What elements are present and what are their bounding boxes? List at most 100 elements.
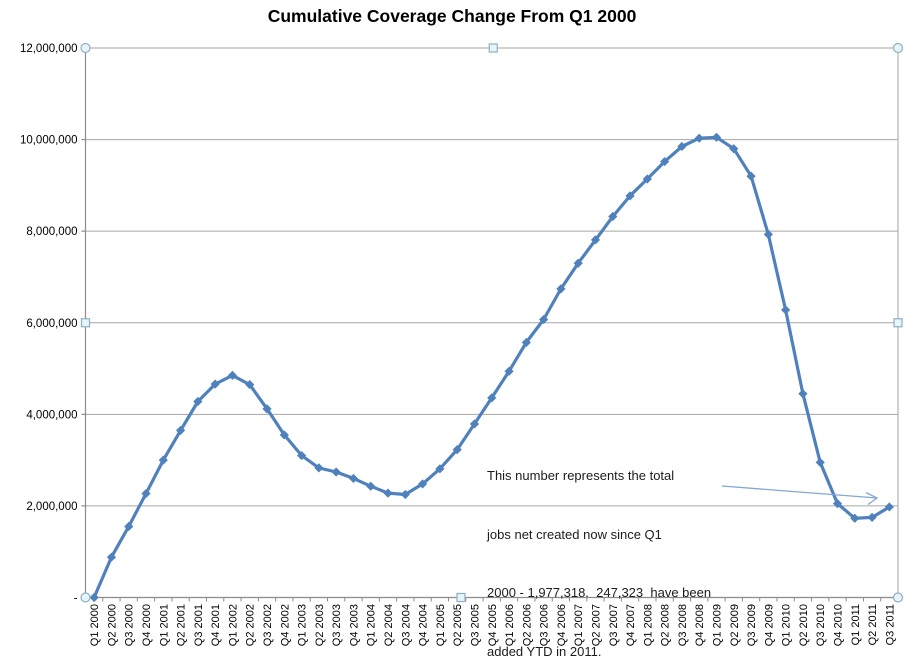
x-axis-label: Q2 2002 bbox=[245, 604, 257, 646]
resize-handle-edge[interactable] bbox=[488, 43, 498, 53]
data-point[interactable] bbox=[711, 132, 722, 142]
data-point[interactable] bbox=[314, 463, 324, 473]
y-axis-label: - bbox=[74, 593, 78, 605]
data-point[interactable] bbox=[469, 419, 480, 429]
data-point[interactable] bbox=[452, 444, 462, 455]
data-point[interactable] bbox=[590, 235, 601, 245]
x-axis-label: Q1 2003 bbox=[297, 604, 309, 646]
x-axis-label: Q2 2008 bbox=[660, 604, 672, 646]
resize-handle-corner[interactable] bbox=[892, 592, 904, 603]
x-axis-label: Q3 2002 bbox=[262, 604, 274, 646]
data-point[interactable] bbox=[296, 450, 307, 461]
resize-handle-corner[interactable] bbox=[892, 42, 904, 54]
data-point[interactable] bbox=[106, 552, 117, 562]
x-axis-label: Q1 2009 bbox=[711, 604, 723, 646]
data-point[interactable] bbox=[124, 521, 134, 532]
annotation-line: 2000 - 1,977,318. 247,323 have been bbox=[487, 585, 712, 600]
series-markers bbox=[89, 132, 894, 603]
x-axis-label: Q2 2001 bbox=[176, 604, 188, 646]
x-axis-label: Q2 2004 bbox=[383, 604, 395, 646]
data-point[interactable] bbox=[884, 502, 894, 512]
data-point[interactable] bbox=[331, 467, 341, 477]
x-axis-label: Q1 2001 bbox=[158, 604, 170, 646]
x-axis-label: Q2 2011 bbox=[867, 604, 879, 645]
data-point[interactable] bbox=[815, 457, 825, 468]
x-axis-label: Q3 2010 bbox=[815, 604, 827, 646]
annotation-textbox[interactable]: This number represents the total jobs ne… bbox=[487, 427, 747, 660]
data-point[interactable] bbox=[279, 430, 289, 440]
x-axis-label: Q2 2005 bbox=[452, 604, 464, 646]
x-axis-label: Q1 2010 bbox=[781, 604, 793, 646]
data-point[interactable] bbox=[867, 512, 877, 522]
y-axis-label: 8,000,000 bbox=[26, 226, 77, 238]
data-point[interactable] bbox=[677, 141, 687, 152]
data-point[interactable] bbox=[262, 404, 272, 414]
y-axis-label: 2,000,000 bbox=[26, 501, 77, 513]
resize-handle-edge[interactable] bbox=[893, 318, 903, 328]
x-axis-label: Q4 2007 bbox=[625, 604, 637, 646]
x-axis-label: Q4 2010 bbox=[832, 604, 844, 646]
resize-handle-corner[interactable] bbox=[80, 42, 91, 54]
data-point[interactable] bbox=[210, 379, 220, 389]
x-axis-label: Q3 2003 bbox=[331, 604, 343, 646]
x-axis-label: Q2 2009 bbox=[729, 604, 741, 646]
x-axis-label: Q3 2001 bbox=[193, 604, 205, 646]
data-point[interactable] bbox=[642, 174, 652, 184]
x-axis-label: Q4 2001 bbox=[210, 604, 222, 646]
annotation-line: jobs net created now since Q1 bbox=[487, 526, 662, 542]
data-point[interactable] bbox=[193, 396, 203, 407]
data-point[interactable] bbox=[504, 366, 514, 376]
data-point[interactable] bbox=[539, 314, 549, 325]
data-point[interactable] bbox=[366, 481, 376, 491]
data-point[interactable] bbox=[521, 337, 531, 348]
x-axis-label: Q1 2000 bbox=[89, 604, 101, 646]
x-axis-label: Q1 2008 bbox=[642, 604, 654, 646]
data-point[interactable] bbox=[781, 305, 791, 315]
x-axis-label: Q1 2004 bbox=[366, 604, 378, 646]
x-axis-label: Q2 2000 bbox=[106, 604, 118, 646]
data-point[interactable] bbox=[832, 499, 843, 509]
x-axis-label: Q4 2004 bbox=[418, 604, 430, 646]
data-point[interactable] bbox=[625, 191, 635, 201]
data-point[interactable] bbox=[348, 473, 359, 484]
data-point[interactable] bbox=[487, 393, 497, 403]
y-axis-label: 10,000,000 bbox=[20, 135, 78, 147]
selection-handles bbox=[80, 42, 904, 603]
data-point[interactable] bbox=[383, 488, 393, 498]
data-point[interactable] bbox=[245, 379, 255, 390]
annotation-line: This number represents the total bbox=[487, 468, 675, 483]
resize-handle-edge[interactable] bbox=[456, 592, 466, 603]
data-point[interactable] bbox=[763, 229, 773, 239]
data-point[interactable] bbox=[400, 489, 410, 500]
data-point[interactable] bbox=[556, 284, 566, 294]
resize-handle-corner[interactable] bbox=[80, 592, 91, 603]
data-point[interactable] bbox=[418, 479, 428, 489]
resize-handle-edge[interactable] bbox=[80, 318, 91, 328]
data-point[interactable] bbox=[798, 389, 808, 399]
data-point[interactable] bbox=[608, 211, 618, 222]
x-axis-label: Q1 2006 bbox=[504, 604, 516, 646]
x-axis-label: Q3 2006 bbox=[539, 604, 551, 646]
data-point[interactable] bbox=[175, 425, 186, 435]
x-axis-label: Q3 2009 bbox=[746, 604, 758, 646]
x-axis-label: Q2 2010 bbox=[798, 604, 810, 646]
data-point[interactable] bbox=[435, 464, 445, 474]
data-point[interactable] bbox=[89, 592, 99, 603]
data-point[interactable] bbox=[729, 144, 739, 154]
y-axis-label: 12,000,000 bbox=[20, 43, 78, 55]
x-axis-label: Q3 2007 bbox=[608, 604, 620, 646]
x-axis-label: Q2 2006 bbox=[521, 604, 533, 646]
data-point[interactable] bbox=[141, 488, 151, 499]
data-point[interactable] bbox=[694, 133, 704, 143]
chart-title: Cumulative Coverage Change From Q1 2000 bbox=[267, 6, 637, 26]
data-point[interactable] bbox=[746, 171, 756, 181]
data-point[interactable] bbox=[660, 156, 670, 167]
data-point[interactable] bbox=[158, 455, 168, 465]
data-point[interactable] bbox=[227, 370, 238, 381]
x-axis-label: Q3 2004 bbox=[400, 604, 412, 646]
data-point[interactable] bbox=[573, 258, 583, 268]
x-axis-label: Q2 2007 bbox=[590, 604, 602, 646]
data-point[interactable] bbox=[850, 513, 860, 523]
